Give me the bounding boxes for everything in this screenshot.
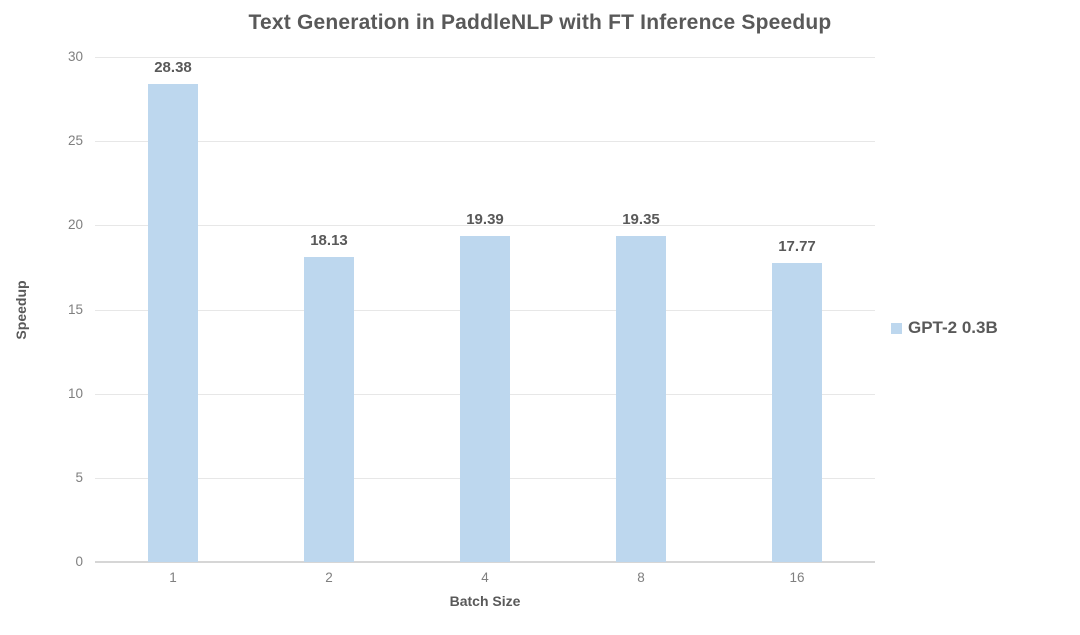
legend-marker-swatch	[891, 322, 902, 334]
bar-value-label: 19.35	[622, 211, 660, 228]
bar-value-label: 18.13	[310, 232, 348, 249]
x-axis-title: Batch Size	[449, 593, 521, 609]
gridline	[95, 141, 875, 143]
bar	[304, 257, 354, 562]
bar-value-label: 17.77	[778, 238, 816, 255]
x-tick-label: 1	[169, 570, 177, 585]
gridline	[95, 57, 875, 58]
y-axis-title: Speedup	[13, 280, 29, 340]
bar	[616, 236, 666, 562]
bar-value-label: 19.39	[466, 211, 504, 228]
bar	[148, 84, 198, 562]
legend-series-label: GPT-2 0.3B	[908, 318, 998, 337]
bar	[460, 236, 510, 562]
y-tick-label: 0	[75, 554, 83, 569]
y-tick-label: 30	[67, 49, 83, 64]
chart-title: Text Generation in PaddleNLP with FT Inf…	[248, 11, 832, 34]
bar-value-label: 28.38	[154, 59, 192, 76]
y-tick-label: 15	[67, 301, 83, 317]
x-axis-baseline	[95, 561, 875, 563]
y-tick-label: 25	[67, 133, 83, 149]
y-tick-label: 10	[67, 385, 83, 401]
x-tick-label: 8	[637, 570, 645, 585]
legend: GPT-2 0.3B	[891, 318, 998, 338]
x-tick-label: 16	[789, 570, 805, 585]
x-tick-label: 2	[325, 570, 333, 585]
x-tick-label: 4	[481, 570, 489, 585]
y-tick-label: 20	[67, 217, 83, 233]
bar	[772, 263, 822, 562]
y-tick-label: 5	[75, 469, 83, 485]
gridline	[95, 225, 875, 227]
